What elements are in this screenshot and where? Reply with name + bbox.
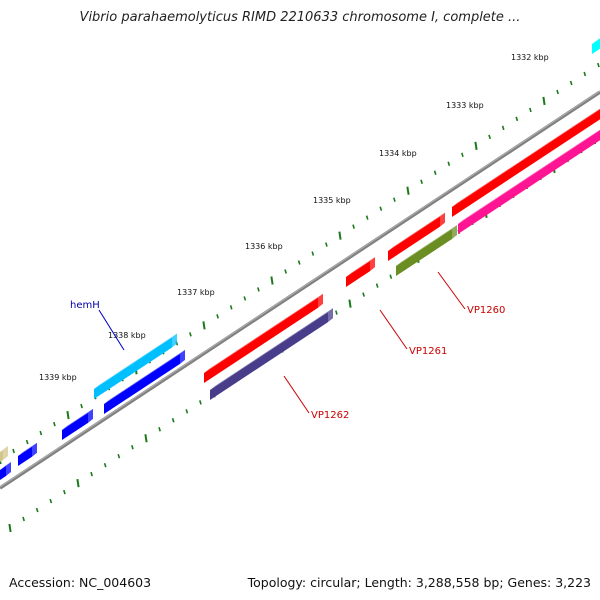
tick-label-1334: 1334 kbp [379,149,417,158]
gene-bar-top-red[interactable] [452,105,600,217]
outer-tick-mark [365,215,369,220]
outer-tick-mark [338,231,342,240]
gene-bar-vp1260[interactable] [396,225,457,276]
inner-tick-mark [90,471,93,477]
tick-label-1339: 1339 kbp [39,373,77,382]
outer-tick-mark [393,197,396,202]
inner-tick-mark [335,310,338,315]
outer-tick-mark [515,116,519,122]
inner-tick-mark [35,507,39,513]
gene-bar-magenta[interactable] [458,126,600,234]
inner-tick-mark [22,516,25,522]
map-title: Vibrio parahaemolyticus RIMD 2210633 chr… [79,10,521,25]
outer-tick-mark [406,186,410,195]
inner-tick-mark [199,400,202,405]
outer-tick-mark [433,170,437,175]
inner-tick-mark [49,498,53,504]
outer-tick-mark [461,152,464,158]
outer-tick-mark [53,421,56,427]
outer-tick-mark [420,179,423,184]
inner-tick-mark [144,434,148,443]
inner-tick-mark [8,523,12,533]
inner-tick-mark [185,409,189,414]
outer-tick-mark [556,89,559,95]
gene-label-vp1261[interactable]: VP1261 [409,346,447,357]
tick-labels: 1332 kbp 1333 kbp 1334 kbp 1335 kbp 1336… [39,53,549,382]
leader-hemh [98,309,125,351]
gene-label-hemh[interactable]: hemH [70,300,100,311]
tick-label-1336: 1336 kbp [245,242,283,251]
inner-tick-mark [63,489,66,495]
leader-vp1261 [379,309,408,350]
gene-bar-blue-3[interactable] [18,442,37,466]
outer-tick-mark [202,321,206,330]
outer-tick-mark [243,296,247,301]
accession-text: Accession: NC_004603 [9,575,152,590]
gene-bar-hemh[interactable] [94,333,177,399]
tick-label-1337: 1337 kbp [177,288,215,297]
inner-tick-mark [375,283,379,288]
gene-features [0,35,600,480]
gene-bar-aqua[interactable] [592,35,600,54]
tick-label-1332: 1332 kbp [511,53,549,62]
outer-tick-mark [501,125,505,131]
gene-bar-blue-1[interactable] [104,349,185,414]
gene-bar-vp1259[interactable] [388,212,445,261]
outer-tick-mark [447,161,451,167]
outer-tick-track [0,62,600,465]
outer-tick-mark [311,251,315,256]
gene-bar-vp1261[interactable] [346,257,375,287]
inner-tick-mark [348,299,352,308]
outer-tick-mark [474,141,478,150]
outer-tick-mark [80,403,83,409]
outer-tick-mark [25,439,29,445]
inner-tick-mark [103,462,107,468]
outer-tick-mark [216,314,219,319]
topology-stats-text: Topology: circular; Length: 3,288,558 bp… [247,575,591,590]
inner-tick-mark [76,478,80,488]
leader-vp1262 [283,375,310,414]
outer-tick-mark [257,287,260,292]
outer-tick-mark [284,269,287,274]
outer-tick-mark [297,260,301,265]
inner-tick-mark [362,292,365,297]
outer-tick-mark [325,242,328,247]
outer-tick-mark [529,107,532,113]
outer-tick-mark [66,410,70,420]
inner-tick-mark [171,418,175,423]
gene-bar-blue-2[interactable] [62,408,93,440]
outer-tick-mark [569,80,573,86]
outer-tick-mark [229,305,233,310]
outer-tick-mark [270,276,274,285]
outer-tick-mark [189,332,192,337]
gene-bar-khaki[interactable] [0,446,8,462]
outer-tick-mark [12,448,15,454]
outer-tick-mark [488,134,491,140]
backbone-line [0,90,600,490]
outer-tick-mark [39,430,43,436]
outer-tick-mark [542,96,546,106]
gene-label-vp1260[interactable]: VP1260 [467,305,505,316]
gene-label-vp1262[interactable]: VP1262 [311,410,349,421]
outer-tick-mark [583,71,587,77]
tick-label-1333: 1333 kbp [446,101,484,110]
outer-tick-mark [379,206,383,211]
gene-bar-blue-4[interactable] [0,462,11,480]
tick-label-1335: 1335 kbp [313,196,351,205]
tick-label-1338: 1338 kbp [108,331,146,340]
gene-bar-vp1262-upper[interactable] [204,293,323,383]
inner-tick-mark [131,444,134,450]
backbone-highlight [0,90,600,488]
leader-vp1260 [437,271,466,310]
outer-tick-mark [0,455,2,465]
inner-tick-mark [389,274,393,279]
inner-tick-mark [117,453,121,459]
outer-tick-mark [352,224,355,229]
outer-tick-mark [597,62,600,68]
inner-tick-mark [158,427,161,432]
gene-bar-vp1262[interactable] [210,308,333,400]
